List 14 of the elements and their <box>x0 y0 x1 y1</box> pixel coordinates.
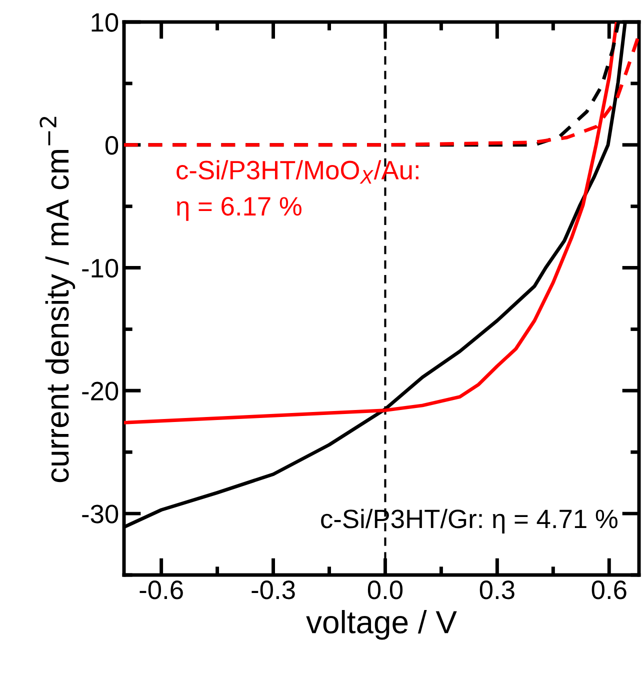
y-tick-label: -10 <box>82 258 118 278</box>
y-tick-label: -30 <box>82 504 118 524</box>
x-tick-label: 0.0 <box>368 580 403 600</box>
x-tick-label: -0.3 <box>252 580 295 600</box>
y-tick-label: 10 <box>92 13 118 32</box>
x-tick-label: 0.6 <box>592 580 626 600</box>
x-axis-title: voltage / V <box>306 610 457 640</box>
text: c-Si/P3HT/MoO$_{X}$/Au: η = 6.17 % <box>176 160 418 221</box>
y-tick-label: 0 <box>105 136 118 155</box>
x-tick-label: 0.3 <box>480 580 514 600</box>
y-tick-label: -20 <box>82 382 118 400</box>
x-tick-label: -0.6 <box>140 580 183 600</box>
annotation: c-Si/P3HT/Gr: η = 4.71 % <box>321 508 618 534</box>
y-axis-title: current density / mA cm$^{−2}$ <box>40 116 76 482</box>
